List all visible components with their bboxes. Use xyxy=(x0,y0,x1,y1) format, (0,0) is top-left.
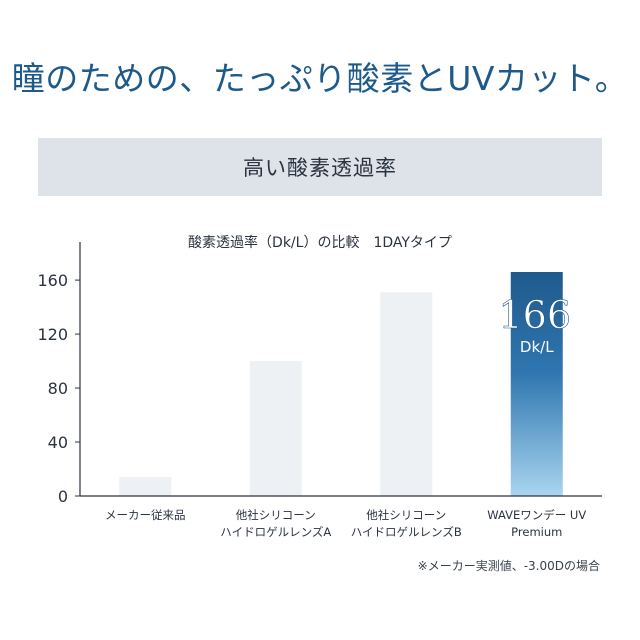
x-category-label: Premium xyxy=(511,525,562,539)
y-tick-label: 160 xyxy=(37,271,68,290)
y-tick-label: 0 xyxy=(58,487,68,506)
x-category-label: ハイドロゲルレンズA xyxy=(220,525,331,539)
highlight-mark: ※ xyxy=(571,298,583,314)
x-category-label: ハイドロゲルレンズB xyxy=(351,525,462,539)
headline: 瞳のための、たっぷり酸素とUVカット。 xyxy=(11,59,629,98)
section-bar: 高い酸素透過率 xyxy=(38,138,602,196)
bar-highlight xyxy=(510,272,563,496)
section-title: 高い酸素透過率 xyxy=(243,156,397,180)
chart-title: 酸素透過率（Dk/L）の比較 1DAYタイプ xyxy=(188,235,452,251)
bar xyxy=(380,292,433,496)
y-tick-label: 40 xyxy=(48,433,68,452)
x-category-label: 他社シリコーン xyxy=(236,508,316,522)
x-category-label: メーカー従来品 xyxy=(105,508,186,522)
y-tick-label: 120 xyxy=(37,325,68,344)
x-category-label: WAVEワンデー UV xyxy=(487,508,586,522)
highlight-unit-label: Dk/L xyxy=(520,338,554,356)
x-category-label: 他社シリコーン xyxy=(366,508,446,522)
bar xyxy=(249,361,302,496)
y-tick-label: 80 xyxy=(48,379,68,398)
bar xyxy=(119,477,172,496)
highlight-value-label: 166 xyxy=(498,293,571,337)
footnote: ※メーカー実測値、-3.00Dの場合 xyxy=(417,559,600,573)
